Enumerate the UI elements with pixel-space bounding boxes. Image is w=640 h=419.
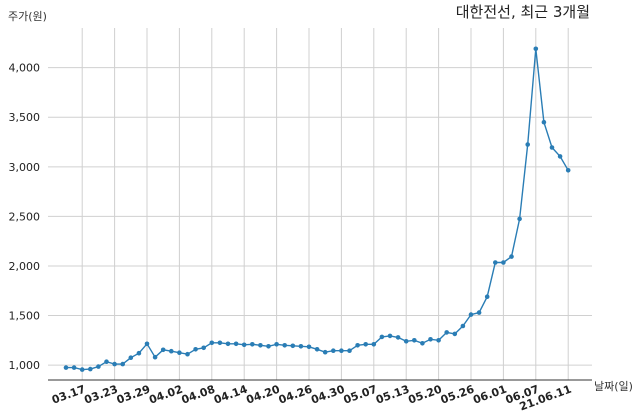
x-axis-label: 날짜(일)	[594, 379, 633, 393]
data-point	[484, 294, 490, 300]
data-point	[476, 310, 482, 315]
y-tick-label: 3,000	[9, 161, 41, 174]
data-point	[387, 333, 393, 339]
x-gridlines	[81, 28, 569, 380]
data-point	[533, 46, 539, 52]
data-point	[112, 361, 117, 367]
data-point	[493, 260, 498, 265]
data-point	[258, 343, 263, 348]
y-axis-label: 주가(원)	[8, 10, 47, 23]
data-point	[509, 254, 514, 259]
y-tick-label: 4,000	[9, 62, 41, 75]
data-point	[120, 361, 125, 367]
data-point	[233, 341, 239, 347]
data-point	[525, 142, 530, 147]
data-point	[395, 335, 401, 340]
data-point	[177, 350, 182, 356]
data-point	[298, 344, 304, 349]
data-point	[104, 359, 109, 365]
series-line	[66, 48, 569, 371]
data-point	[128, 355, 134, 361]
x-tick-labels: 03.1703.2303.2904.0204.0804.1404.2004.26…	[50, 382, 573, 413]
data-point	[201, 345, 206, 351]
data-point	[339, 348, 344, 354]
data-point	[282, 343, 288, 348]
data-point	[152, 354, 158, 360]
data-point	[314, 347, 320, 352]
data-point	[250, 342, 255, 347]
data-point	[160, 347, 166, 353]
data-point	[460, 323, 466, 329]
data-point	[363, 342, 369, 347]
data-point	[444, 330, 450, 335]
data-point	[96, 364, 101, 369]
data-point	[420, 341, 425, 346]
data-point	[225, 341, 231, 347]
data-point	[169, 348, 174, 354]
data-point	[322, 349, 328, 355]
data-point	[371, 342, 377, 347]
data-point	[266, 344, 271, 349]
data-point	[144, 341, 150, 347]
data-point	[71, 365, 77, 370]
data-point	[549, 145, 555, 150]
data-point	[403, 339, 409, 344]
data-point	[565, 168, 571, 173]
data-point	[379, 334, 385, 340]
data-point	[355, 343, 360, 348]
y-tick-labels: 1,000 1,500 2,000 2,500 3,000 3,500 4,000	[9, 62, 41, 372]
data-point	[347, 348, 352, 354]
y-tick-label: 1,000	[9, 359, 41, 372]
data-point	[306, 344, 312, 350]
data-point	[217, 340, 223, 346]
data-point	[428, 337, 433, 342]
data-point	[436, 338, 441, 343]
data-point	[193, 347, 198, 352]
y-tick-label: 3,500	[9, 111, 41, 124]
data-point	[452, 331, 458, 337]
data-point	[541, 119, 547, 125]
data-point	[557, 154, 563, 159]
data-point	[290, 343, 296, 349]
data-point	[88, 366, 93, 372]
y-tick-label: 2,000	[9, 260, 41, 273]
data-point	[79, 367, 85, 372]
y-gridlines	[48, 67, 592, 366]
data-point	[136, 350, 142, 356]
data-point	[517, 216, 522, 222]
data-point	[241, 342, 247, 348]
data-point	[412, 338, 417, 343]
data-point	[274, 342, 279, 347]
data-point	[501, 260, 506, 265]
data-point	[185, 351, 190, 357]
y-tick-label: 2,500	[9, 210, 41, 223]
data-point	[63, 365, 69, 370]
y-tick-label: 1,500	[9, 310, 41, 323]
data-point	[209, 340, 215, 346]
data-point	[468, 312, 474, 317]
chart-title: 대한전선, 최근 3개월	[456, 3, 590, 21]
data-point	[331, 348, 336, 354]
price-series	[63, 46, 571, 372]
